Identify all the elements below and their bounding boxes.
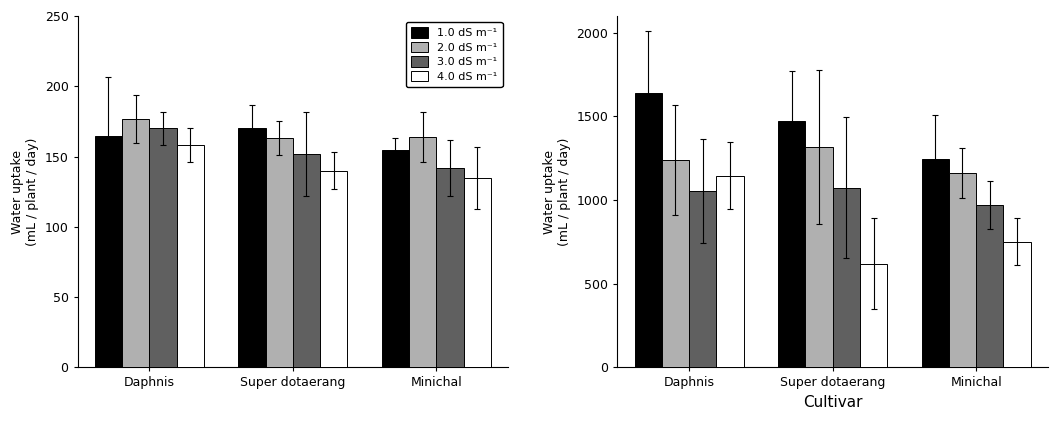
Bar xyxy=(689,191,716,367)
Bar xyxy=(382,149,409,367)
Bar xyxy=(409,137,436,367)
Bar xyxy=(949,173,976,367)
Y-axis label: Water uptake
(mL / plant / day): Water uptake (mL / plant / day) xyxy=(11,138,39,246)
Bar xyxy=(1003,242,1030,367)
Bar xyxy=(436,168,464,367)
Bar xyxy=(976,205,1003,367)
Bar xyxy=(778,121,805,367)
Bar xyxy=(860,264,887,367)
Bar xyxy=(634,93,662,367)
Bar xyxy=(805,147,832,367)
Bar xyxy=(662,160,689,367)
Bar xyxy=(832,187,860,367)
Bar xyxy=(320,171,347,367)
Bar xyxy=(238,128,266,367)
Bar xyxy=(122,119,149,367)
Y-axis label: Water uptake
(mL / plant / day): Water uptake (mL / plant / day) xyxy=(543,138,571,246)
Bar xyxy=(149,128,177,367)
Bar xyxy=(293,154,320,367)
X-axis label: Cultivar: Cultivar xyxy=(803,395,862,410)
Bar xyxy=(266,139,293,367)
Bar xyxy=(177,145,204,367)
Bar xyxy=(921,159,949,367)
Bar xyxy=(95,136,122,367)
Legend: 1.0 dS m⁻¹, 2.0 dS m⁻¹, 3.0 dS m⁻¹, 4.0 dS m⁻¹: 1.0 dS m⁻¹, 2.0 dS m⁻¹, 3.0 dS m⁻¹, 4.0 … xyxy=(406,21,503,87)
Bar xyxy=(464,178,491,367)
Bar xyxy=(716,176,743,367)
